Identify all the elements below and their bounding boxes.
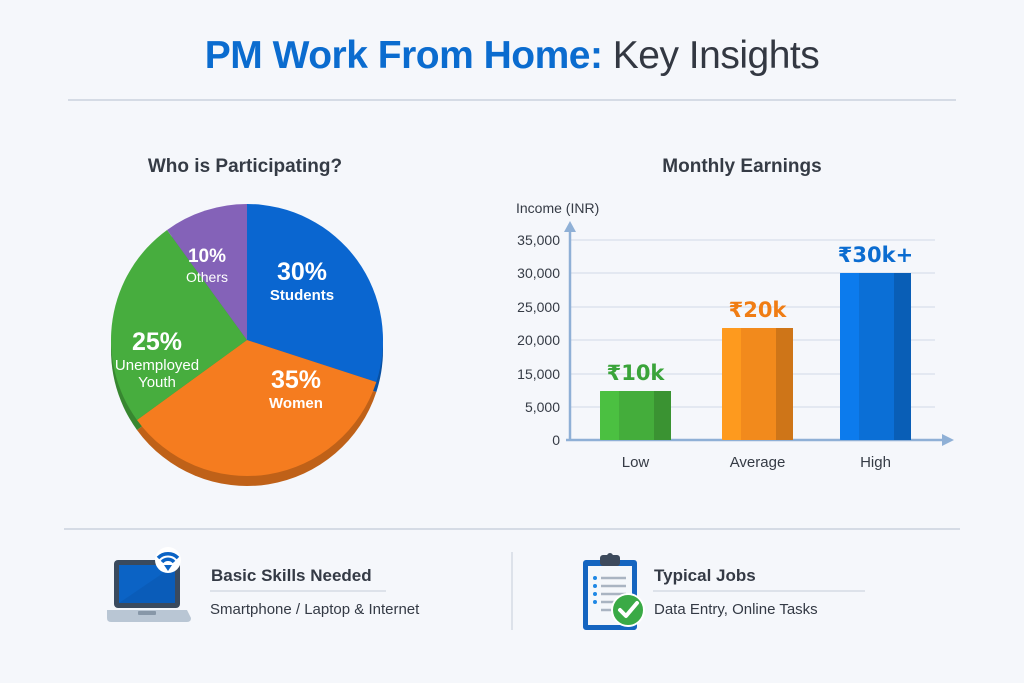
skills-subtitle: Smartphone / Laptop & Internet (210, 601, 420, 618)
x-category-label-high: High (860, 454, 891, 471)
pie-label-unemployed-youth: Unemployed (115, 357, 199, 374)
page-title: PM Work From Home: Key Insights (0, 34, 1024, 78)
pie-label-women: Women (269, 395, 323, 412)
y-axis-label: Income (INR) (516, 200, 599, 216)
footer-divider (64, 528, 960, 530)
x-axis-arrow-icon (942, 434, 954, 446)
pie-label-others: Others (186, 269, 228, 285)
y-tick-label: 5,000 (525, 399, 560, 415)
y-tick-label: 20,000 (517, 332, 560, 348)
bar-shade (894, 273, 911, 440)
pie-slice-unemployed-youth (111, 229, 247, 420)
y-tick-label: 25,000 (517, 299, 560, 315)
pie-slice-students (247, 204, 384, 383)
bar-heading: Monthly Earnings (662, 156, 822, 177)
bar-highlight (600, 391, 619, 440)
pie-heading: Who is Participating? (147, 156, 343, 177)
y-tick-label: 0 (552, 432, 560, 448)
y-tick-label: 35,000 (517, 232, 560, 248)
title-accent: PM Work From Home: (204, 34, 603, 77)
bar-highlight (722, 328, 741, 440)
bar-shade (776, 328, 793, 440)
x-category-label-low: Low (622, 454, 650, 471)
jobs-title: Typical Jobs (654, 566, 756, 585)
y-tick-label: 30,000 (517, 265, 560, 281)
jobs-title-underline (653, 590, 865, 592)
pie-percent-unemployed-youth: 25% (132, 328, 182, 356)
pie-label-unemployed-youth: Youth (138, 374, 176, 391)
header-divider (68, 99, 956, 101)
skills-title: Basic Skills Needed (211, 566, 372, 585)
title-rest: Key Insights (602, 34, 820, 77)
bar-value-label-average: ₹20k (729, 298, 788, 322)
jobs-subtitle: Data Entry, Online Tasks (654, 601, 818, 618)
pie-percent-students: 30% (277, 258, 327, 286)
y-axis-arrow-icon (564, 221, 576, 232)
bar-value-label-high: ₹30k+ (838, 243, 913, 267)
pie-slice-others (167, 204, 247, 340)
bar-shade (654, 391, 671, 440)
skills-title-underline (210, 590, 386, 592)
bar-highlight (840, 273, 859, 440)
footer-vertical-divider (511, 552, 513, 630)
bar-value-label-low: ₹10k (607, 361, 666, 385)
pie-label-students: Students (270, 287, 334, 304)
pie-percent-others: 10% (188, 246, 226, 267)
pie-slice-women (136, 340, 377, 476)
y-tick-label: 15,000 (517, 366, 560, 382)
clipboard-check-icon (583, 553, 645, 630)
laptop-wifi-icon (107, 547, 191, 622)
x-category-label-average: Average (730, 454, 786, 471)
pie-percent-women: 35% (271, 366, 321, 394)
